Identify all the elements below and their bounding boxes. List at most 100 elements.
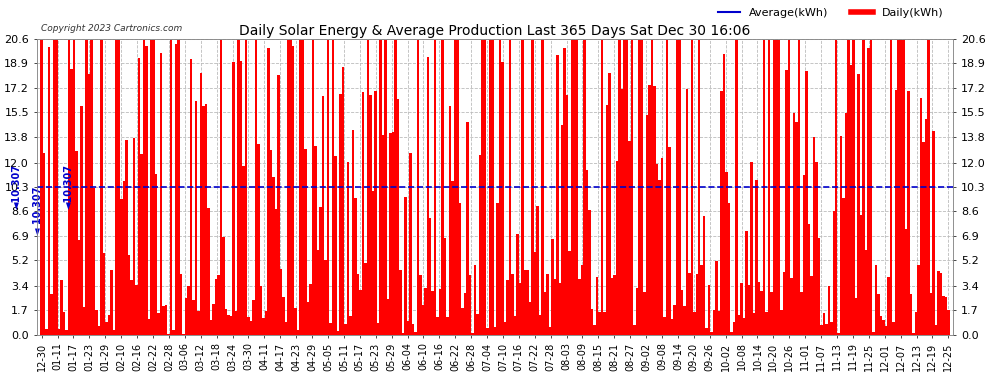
Bar <box>399 270 402 335</box>
Bar <box>855 298 857 335</box>
Bar <box>553 279 556 335</box>
Bar <box>192 300 195 335</box>
Bar <box>371 191 374 335</box>
Bar <box>412 324 414 335</box>
Bar <box>113 330 115 335</box>
Bar <box>783 272 785 335</box>
Bar <box>409 153 412 335</box>
Bar <box>476 314 479 335</box>
Bar <box>626 40 629 335</box>
Bar <box>621 88 624 335</box>
Bar <box>429 217 432 335</box>
Bar <box>798 40 800 335</box>
Bar <box>850 66 852 335</box>
Bar <box>723 54 726 335</box>
Bar <box>668 147 670 335</box>
Bar <box>603 312 606 335</box>
Bar <box>833 211 835 335</box>
Bar <box>43 153 46 335</box>
Bar <box>254 40 257 335</box>
Bar <box>115 40 118 335</box>
Bar <box>691 40 693 335</box>
Bar <box>419 275 422 335</box>
Bar <box>162 306 165 335</box>
Bar <box>915 312 917 335</box>
Bar <box>842 198 845 335</box>
Bar <box>561 125 563 335</box>
Bar <box>655 164 658 335</box>
Bar <box>800 292 803 335</box>
Bar <box>770 292 773 335</box>
Bar <box>588 210 591 335</box>
Bar <box>537 206 539 335</box>
Bar <box>867 48 870 335</box>
Bar <box>611 278 614 335</box>
Bar <box>374 91 376 335</box>
Bar <box>912 333 915 335</box>
Bar <box>135 285 138 335</box>
Bar <box>741 284 742 335</box>
Bar <box>73 40 75 335</box>
Bar <box>123 181 125 335</box>
Bar <box>444 238 446 335</box>
Bar <box>910 294 912 335</box>
Bar <box>718 311 721 335</box>
Bar <box>220 40 222 335</box>
Bar <box>125 141 128 335</box>
Bar <box>823 313 825 335</box>
Legend: Average(kWh), Daily(kWh): Average(kWh), Daily(kWh) <box>714 3 947 22</box>
Bar <box>556 55 558 335</box>
Bar <box>180 274 182 335</box>
Bar <box>145 46 148 335</box>
Bar <box>120 200 123 335</box>
Bar <box>558 283 561 335</box>
Bar <box>297 330 299 335</box>
Bar <box>62 312 65 335</box>
Bar <box>346 162 349 335</box>
Bar <box>394 40 397 335</box>
Bar <box>571 40 573 335</box>
Bar <box>417 40 419 335</box>
Bar <box>738 315 741 335</box>
Bar <box>663 317 665 335</box>
Bar <box>504 322 506 335</box>
Bar <box>140 154 143 335</box>
Bar <box>768 40 770 335</box>
Bar <box>930 293 933 335</box>
Bar <box>665 40 668 335</box>
Bar <box>459 203 461 335</box>
Bar <box>464 293 466 335</box>
Bar <box>678 40 680 335</box>
Bar <box>820 325 823 335</box>
Bar <box>95 310 98 335</box>
Bar <box>397 99 399 335</box>
Bar <box>294 308 297 335</box>
Bar <box>593 326 596 335</box>
Bar <box>75 151 78 335</box>
Bar <box>940 273 942 335</box>
Bar <box>453 40 456 335</box>
Bar <box>427 57 429 335</box>
Bar <box>103 253 105 335</box>
Bar <box>105 322 108 335</box>
Bar <box>933 131 935 335</box>
Bar <box>279 269 282 335</box>
Bar <box>489 40 491 335</box>
Bar <box>282 297 284 335</box>
Bar <box>902 40 905 335</box>
Bar <box>332 40 335 335</box>
Bar <box>531 40 534 335</box>
Bar <box>688 273 691 335</box>
Bar <box>698 40 701 335</box>
Bar <box>852 40 855 335</box>
Bar <box>249 321 252 335</box>
Bar <box>511 274 514 335</box>
Bar <box>755 180 757 335</box>
Bar <box>494 327 496 335</box>
Bar <box>544 292 546 335</box>
Bar <box>629 141 631 335</box>
Bar <box>752 313 755 335</box>
Bar <box>364 263 366 335</box>
Bar <box>310 284 312 335</box>
Bar <box>252 300 254 335</box>
